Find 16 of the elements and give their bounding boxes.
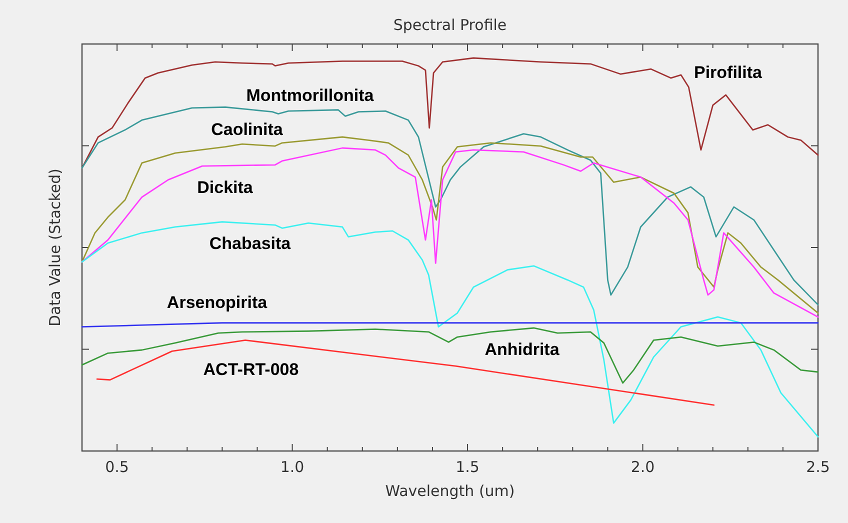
chart-title: Spectral Profile xyxy=(393,16,507,34)
x-tick-label: 1.5 xyxy=(456,458,480,476)
series-label: Dickita xyxy=(197,178,254,197)
series-label: Anhidrita xyxy=(484,340,560,359)
series-label: Arsenopirita xyxy=(166,293,268,312)
series-label: Caolinita xyxy=(211,120,284,139)
x-tick-label: 0.5 xyxy=(105,458,129,476)
series-label: Pirofilita xyxy=(694,63,763,82)
x-tick-label: 2.0 xyxy=(630,458,655,476)
x-tick-label: 2.5 xyxy=(806,458,830,476)
x-axis-title: Wavelength (um) xyxy=(385,482,515,500)
series-label: Chabasita xyxy=(209,234,292,253)
series-label: Montmorillonita xyxy=(246,86,374,105)
y-axis-title: Data Value (Stacked) xyxy=(46,168,64,326)
series-label: ACT-RT-008 xyxy=(203,360,299,379)
x-tick-label: 1.0 xyxy=(280,458,304,476)
